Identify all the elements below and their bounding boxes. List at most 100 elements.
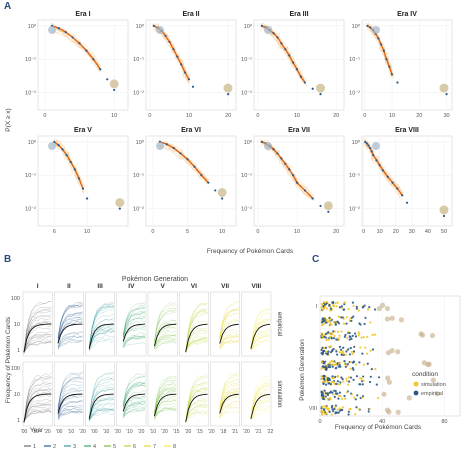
- empirical-point: [165, 143, 168, 146]
- simulation-point: [350, 350, 353, 354]
- x-tick-label: 30: [443, 113, 449, 119]
- empirical-point: [322, 304, 325, 308]
- card-trajectory: [89, 403, 114, 420]
- era-facet: Era I 0 10 10⁰ 10⁻¹ 10⁻²: [25, 11, 129, 119]
- card-trajectory: [123, 320, 146, 341]
- x-tick-label: 0: [151, 229, 154, 235]
- card-trajectory: [154, 336, 177, 349]
- empirical-point: [81, 187, 85, 190]
- card-trajectory: [250, 383, 271, 417]
- x-tick-label: '20: [138, 429, 145, 435]
- facet-frame: [253, 19, 345, 111]
- card-trajectory: [219, 328, 239, 344]
- simulation-point: [335, 305, 338, 308]
- card-trajectory: [250, 409, 270, 421]
- x-tick-label: '00: [56, 429, 63, 435]
- card-trajectory: [57, 339, 83, 350]
- empirical-point: [85, 197, 89, 200]
- cell-frame: [54, 291, 84, 357]
- pokemon-icon: [385, 375, 391, 381]
- empirical-point: [349, 336, 352, 339]
- card-trajectory: [123, 304, 146, 335]
- pokemon-icon: [395, 349, 401, 355]
- simulation-point: [332, 393, 335, 396]
- generation-cell: [179, 361, 209, 427]
- simulation-point: [374, 367, 377, 371]
- simulation-point: [354, 413, 357, 416]
- card-trajectory: [250, 380, 271, 418]
- card-trajectory: [57, 371, 83, 407]
- generation-cell: [241, 361, 272, 427]
- generation-header: VIII: [251, 283, 261, 290]
- x-tick-label: 20: [393, 229, 399, 235]
- pokemon-icon: [109, 79, 119, 89]
- y-tick-label: 10⁰: [136, 23, 145, 30]
- cell-frame: [179, 291, 209, 357]
- empirical-point: [288, 168, 291, 171]
- card-trajectory: [123, 406, 146, 418]
- fitted-curve: [367, 25, 393, 75]
- card-trajectory: [23, 403, 52, 422]
- empirical-point: [372, 154, 375, 157]
- y-tick-label: 10⁻²: [133, 207, 144, 213]
- x-tick-label: 20: [333, 229, 339, 235]
- empirical-point: [336, 392, 339, 395]
- x-tick-label: 20: [225, 113, 231, 119]
- simulation-point: [330, 413, 333, 416]
- card-trajectory: [123, 382, 146, 407]
- simulation-point: [340, 397, 344, 400]
- simulation-line: [52, 29, 99, 66]
- simulation-point: [336, 330, 340, 333]
- x-tick-label: 10: [186, 113, 192, 119]
- simulation-point: [325, 379, 328, 382]
- y-tick-label: 10⁰: [136, 139, 145, 146]
- row-label: simulation: [276, 380, 282, 407]
- generation-cell: [85, 361, 115, 427]
- legend-label: 4: [93, 444, 96, 450]
- facet-title: Era I: [75, 11, 90, 18]
- card-trajectory: [123, 409, 146, 419]
- card-trajectory: [185, 308, 208, 354]
- card-trajectory: [219, 382, 239, 410]
- card-trajectory: [123, 396, 146, 412]
- card-trajectory: [123, 302, 146, 335]
- card-trajectory: [219, 390, 239, 415]
- empirical-point: [61, 148, 64, 151]
- simulation-point: [337, 315, 341, 318]
- y-tick-label: 10⁻²: [25, 207, 36, 213]
- empirical-point: [350, 337, 353, 341]
- card-trajectory: [23, 340, 52, 352]
- empirical-point: [322, 408, 326, 411]
- pokemon-icon: [386, 379, 392, 385]
- card-trajectory: [89, 409, 114, 422]
- simulation-point: [331, 360, 335, 363]
- facet-title: Era III: [289, 11, 308, 18]
- empirical-point: [326, 392, 329, 395]
- pokemon-icon: [316, 83, 326, 93]
- facet-frame: [361, 19, 453, 111]
- pokemon-icon: [398, 317, 405, 323]
- card-trajectory: [57, 317, 83, 341]
- empirical-point: [352, 350, 356, 353]
- generation-cell: [116, 361, 147, 427]
- card-trajectory: [23, 381, 52, 424]
- empirical-point: [352, 361, 355, 364]
- cell-frame: [85, 291, 115, 357]
- empirical-point: [336, 411, 339, 414]
- card-trajectory: [250, 333, 271, 352]
- x-tick-label: 0: [363, 113, 366, 119]
- card-trajectory: [89, 412, 114, 420]
- card-trajectory: [23, 403, 52, 423]
- card-trajectory: [185, 387, 208, 422]
- empirical-point: [92, 58, 95, 61]
- card-trajectory: [123, 376, 146, 406]
- card-trajectory: [123, 384, 145, 408]
- pokemon-icon: [380, 302, 386, 308]
- card-trajectory: [185, 409, 208, 423]
- card-trajectory: [23, 318, 52, 351]
- simulation-point: [333, 334, 336, 338]
- card-trajectory: [89, 402, 114, 421]
- card-trajectory: [219, 341, 239, 350]
- x-tick-label: 0: [256, 229, 259, 235]
- card-trajectory: [219, 400, 239, 418]
